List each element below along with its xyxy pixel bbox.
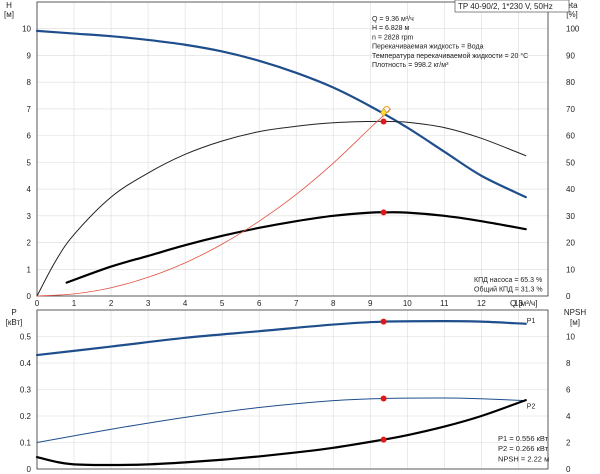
upper-right-tick-label: 10 [566, 265, 575, 274]
duty-info-line: Плотность = 998.2 кг/м³ [372, 62, 449, 69]
duty-info-line: Q = 9.36 м³/ч [372, 16, 414, 23]
lower-right-tick-label: 4 [566, 412, 571, 421]
series-line-P1 [35, 320, 527, 357]
upper-left-tick-label: 6 [27, 132, 32, 141]
series-line-NPSH [35, 399, 527, 467]
power-info-line: NPSH = 2.22 м [498, 454, 549, 463]
x-tick-label: 13 [514, 299, 523, 308]
upper-left-tick-label: 5 [27, 158, 32, 167]
lower-left-tick-label: 0 [27, 465, 32, 474]
upper-right-tick-label: 20 [566, 239, 575, 248]
upper-right-tick-label: 60 [566, 132, 575, 141]
upper-right-tick-label: 40 [566, 185, 575, 194]
lower-right-tick-label: 8 [566, 359, 571, 368]
lower-right-tick-label: 0 [566, 465, 571, 474]
lower-right-tick-label: 10 [566, 333, 575, 342]
x-tick-label: 2 [109, 299, 114, 308]
x-tick-label: 3 [146, 299, 151, 308]
lower-left-axis-unit: [кВт] [6, 318, 23, 327]
upper-left-tick-label: 4 [27, 185, 32, 194]
lower-left-axis-title: P [11, 308, 16, 317]
x-tick-label: 10 [403, 299, 412, 308]
duty-info-line: H = 6.828 м [372, 25, 409, 32]
upper-right-tick-label: 30 [566, 212, 575, 221]
series-line-eta_total [65, 211, 527, 284]
x-tick-label: 0 [35, 299, 40, 308]
series-line-system [36, 108, 392, 297]
upper-plot-frame [36, 1, 549, 297]
upper-right-tick-label: 50 [566, 158, 575, 167]
lower-right-tick-label: 2 [566, 439, 571, 448]
series-name-label: P1 [527, 318, 536, 325]
upper-left-tick-label: 2 [27, 239, 32, 248]
power-info-line: P2 = 0.266 кВт [498, 444, 549, 453]
upper-left-tick-label: 8 [27, 78, 32, 87]
duty-info-line: Температура перекачиваемой жидкости = 20… [372, 52, 528, 60]
x-tick-label: 9 [368, 299, 373, 308]
upper-left-tick-label: 3 [27, 212, 32, 221]
lower-left-tick-label: 0.5 [20, 333, 32, 342]
upper-right-tick-label: 0 [566, 292, 571, 301]
lower-right-axis-unit: [м] [570, 318, 580, 327]
pump-title-text: TP 40-90/2, 1*230 V, 50Hz [458, 2, 553, 11]
upper-left-tick-label: 0 [27, 292, 32, 301]
pump-title-box [454, 0, 570, 13]
x-axis-label: Q [м³/ч] [510, 299, 537, 308]
duty-info-line: n = 2828 rpm [372, 34, 414, 41]
upper-right-tick-label: 70 [566, 105, 575, 114]
x-tick-label: 1 [72, 299, 77, 308]
upper-left-axis-unit: [м] [4, 10, 14, 19]
x-tick-label: 11 [440, 299, 449, 308]
duty-point-eta-total [380, 209, 387, 216]
lower-left-tick-label: 0.3 [20, 386, 32, 395]
lower-left-tick-label: 0.4 [20, 359, 32, 368]
efficiency-line: Общий КПД = 31.3 % [474, 286, 543, 294]
x-tick-label: 6 [257, 299, 262, 308]
lower-left-tick-label: 0.1 [20, 439, 32, 448]
x-tick-label: 4 [183, 299, 188, 308]
series-line-P2 [36, 397, 527, 443]
lower-left-tick-label: 0.2 [20, 412, 32, 421]
lower-right-tick-label: 6 [566, 386, 571, 395]
duty-point-marker [380, 395, 387, 402]
duty-info-line: Перекачиваемая жидкость = Вода [372, 44, 484, 51]
upper-left-tick-label: 10 [22, 25, 31, 34]
upper-right-axis-unit: [%] [566, 10, 578, 19]
upper-left-tick-label: 1 [27, 265, 32, 274]
power-info-line: P1 = 0.556 кВт [498, 434, 549, 443]
duty-point-marker [380, 436, 387, 443]
upper-left-tick-label: 9 [27, 51, 32, 60]
series-line-eta_pump [36, 120, 527, 297]
duty-point-eta-pump [380, 118, 387, 125]
x-tick-label: 5 [220, 299, 225, 308]
duty-point-marker [380, 318, 387, 325]
upper-left-tick-label: 7 [27, 105, 32, 114]
upper-right-tick-label: 100 [566, 25, 580, 34]
upper-right-tick-label: 90 [566, 51, 575, 60]
x-tick-label: 12 [477, 299, 486, 308]
efficiency-line: КПД насоса = 65.3 % [474, 277, 542, 284]
lower-plot-frame [36, 309, 549, 470]
lower-right-axis-title: NPSH [564, 308, 586, 317]
upper-right-axis-title: eta [566, 1, 578, 10]
x-tick-label: 7 [294, 299, 299, 308]
upper-left-axis-title: H [6, 1, 12, 10]
x-tick-label: 8 [331, 299, 336, 308]
duty-point-head [380, 108, 387, 118]
series-name-label: P2 [527, 404, 536, 411]
series-line-H [35, 29, 527, 199]
upper-right-tick-label: 80 [566, 78, 575, 87]
